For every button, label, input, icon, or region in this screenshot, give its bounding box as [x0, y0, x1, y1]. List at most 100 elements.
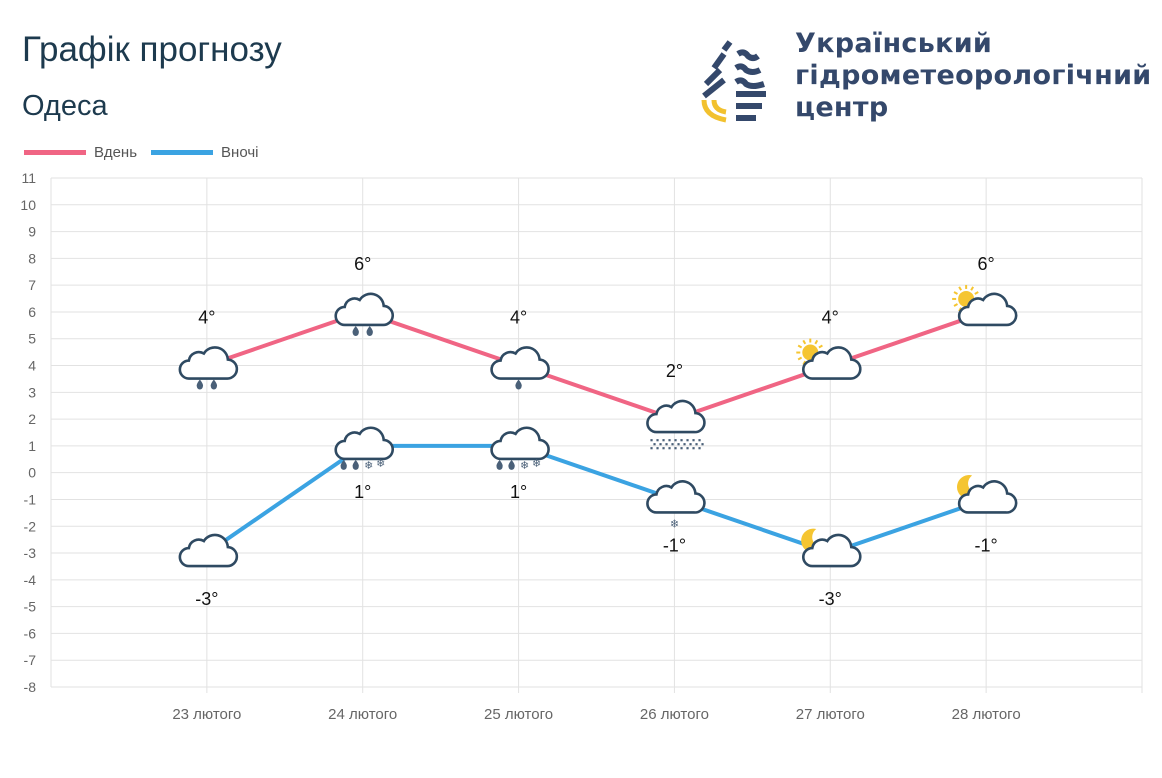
cloud-icon — [334, 292, 395, 327]
snow-dot — [656, 447, 659, 450]
weather-icon-cloud-snow: ❄ — [646, 480, 706, 530]
raindrop-icon — [496, 459, 503, 470]
snowflake-icon: ❄ — [670, 518, 679, 530]
weather-icon-cloud-rain-snow: ❄ ❄ — [334, 426, 395, 472]
snow-dot — [701, 443, 704, 446]
cloud-icon — [646, 480, 706, 514]
cloud-icon — [801, 346, 862, 380]
data-label-night: 1° — [510, 482, 527, 502]
y-tick-label: -8 — [24, 679, 37, 695]
snow-dot — [665, 443, 668, 446]
y-tick-label: -1 — [24, 491, 37, 507]
snow-dot — [650, 439, 653, 442]
weather-icon-sun-cloud — [952, 284, 1018, 327]
snow-dot — [692, 447, 695, 450]
logo-line-3: центр — [795, 92, 889, 123]
snow-dot — [686, 439, 689, 442]
snowflake-icon: ❄ — [520, 460, 529, 472]
data-label-day: 4° — [822, 308, 839, 328]
weather-icon-cloud-rain-2 — [334, 292, 395, 336]
y-tick-label: -3 — [24, 545, 37, 561]
data-label-night: -3° — [195, 589, 218, 609]
snowflake-icon: ❄ — [376, 458, 385, 470]
legend: Вдень Вночі — [24, 144, 272, 161]
snow-dot — [680, 447, 683, 450]
snow-dot — [671, 443, 674, 446]
y-tick-label: 0 — [28, 465, 36, 481]
weather-icon-cloud-snow-fine — [646, 399, 706, 450]
data-label-day: 4° — [198, 308, 215, 328]
data-label-day: 6° — [978, 254, 995, 274]
y-tick-label: -6 — [24, 625, 37, 641]
snow-dot — [698, 439, 701, 442]
city-name: Одеса — [22, 90, 108, 122]
y-tick-label: 6 — [28, 304, 36, 320]
page-title: Графік прогнозу — [22, 30, 282, 69]
x-tick-label: 23 лютого — [172, 706, 241, 723]
weather-icon-moon-cloud — [957, 475, 1018, 514]
logo-line-1: Український — [795, 28, 993, 59]
data-label-night: 1° — [354, 482, 371, 502]
data-label-day: 4° — [510, 308, 527, 328]
x-tick-label: 27 лютого — [796, 706, 865, 723]
snow-dot — [668, 447, 671, 450]
data-label-night: -1° — [975, 535, 998, 555]
legend-label-night: Вночі — [221, 144, 259, 161]
legend-swatch-night — [151, 150, 214, 155]
snow-dot — [653, 443, 656, 446]
snow-dot — [662, 447, 665, 450]
y-tick-label: 4 — [28, 358, 36, 374]
data-label-day: 6° — [354, 254, 371, 274]
cloud-icon — [957, 480, 1018, 514]
data-label-day: 2° — [666, 361, 683, 381]
raindrop-icon — [340, 459, 347, 470]
cloud-icon — [646, 399, 706, 434]
series-line-night — [205, 443, 987, 556]
snow-dot — [659, 443, 662, 446]
legend-item-night[interactable]: Вночі — [151, 144, 258, 161]
cloud-icon — [490, 426, 550, 461]
y-tick-label: 7 — [28, 277, 36, 293]
weather-icon-cloud-rain-1 — [490, 346, 550, 390]
logo-drop-icon — [701, 40, 766, 123]
logo-text: Український гідрометеорологічний центр — [795, 28, 1152, 124]
raindrop-icon — [508, 459, 515, 470]
snow-dot — [662, 439, 665, 442]
y-tick-label: -7 — [24, 652, 37, 668]
y-tick-label: 11 — [21, 170, 36, 186]
y-tick-label: 9 — [28, 224, 36, 240]
weather-icon-moon-cloud — [801, 528, 862, 568]
raindrop-icon — [352, 325, 359, 336]
snow-dot — [656, 439, 659, 442]
cloud-icon — [334, 426, 395, 461]
snow-dot — [695, 443, 698, 446]
y-tick-label: 5 — [28, 331, 36, 347]
x-tick-label: 25 лютого — [484, 706, 553, 723]
raindrop-icon — [366, 325, 373, 336]
raindrop-icon — [196, 379, 204, 390]
data-label-night: -1° — [663, 535, 686, 555]
legend-label-day: Вдень — [94, 144, 138, 161]
y-tick-label: -4 — [24, 572, 37, 588]
cloud-icon — [490, 346, 550, 380]
snow-dot — [680, 439, 683, 442]
legend-item-day[interactable]: Вдень — [24, 144, 137, 161]
cloud-icon — [801, 533, 862, 568]
y-tick-label: 10 — [20, 197, 36, 213]
snow-dot — [674, 439, 677, 442]
y-tick-label: 3 — [28, 384, 36, 400]
x-tick-label: 24 лютого — [328, 706, 397, 723]
y-tick-label: 1 — [28, 438, 36, 454]
snowflake-icon: ❄ — [532, 458, 541, 470]
raindrop-icon — [352, 459, 359, 470]
y-tick-label: -5 — [24, 599, 37, 615]
weather-icon-sun-cloud — [796, 338, 862, 380]
cloud-icon — [178, 346, 239, 380]
snow-dot — [668, 439, 671, 442]
snow-dot — [698, 447, 701, 450]
snow-dot — [686, 447, 689, 450]
snow-dot — [692, 439, 695, 442]
y-tick-label: 8 — [28, 250, 36, 266]
weather-icon-cloud-rain-snow: ❄ ❄ — [490, 426, 550, 472]
